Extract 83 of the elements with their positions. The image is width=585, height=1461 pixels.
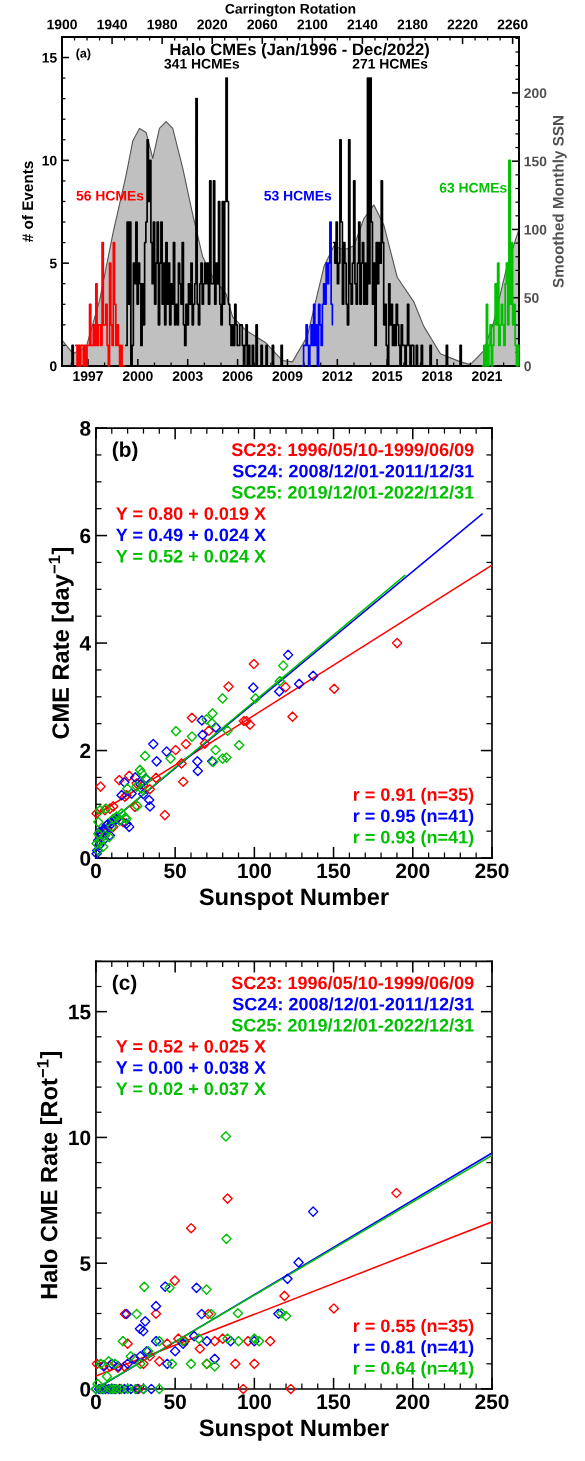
x-tick-label: 200 — [396, 863, 430, 879]
x-tick-label: 2006 — [222, 371, 253, 382]
text: SC24: 2008/12/01-2011/12/31 — [232, 464, 474, 478]
annotation: r = 0.81 (n=41) — [353, 1340, 474, 1357]
x2-tick-label: 2060 — [247, 19, 278, 30]
annotation: r = 0.91 (n=35) — [353, 787, 474, 805]
y2-tick-label: 50 — [524, 293, 539, 303]
text: (b) — [112, 441, 138, 461]
x2-tick-label: 1900 — [47, 19, 77, 30]
x2-tick-label: 1940 — [97, 19, 127, 30]
x-tick-label: 150 — [317, 863, 351, 879]
text: (c) — [112, 974, 137, 995]
x2-tick-label: 1980 — [147, 19, 178, 30]
x-tick-label: 250 — [475, 1394, 509, 1410]
y-axis-title: # of Events — [21, 161, 34, 242]
y-tick-label: 6 — [80, 528, 91, 544]
annotation: r = 0.95 (n=41) — [353, 809, 474, 826]
x-axis-title: Sunspot Number — [199, 887, 389, 910]
y-tick-label: 10 — [69, 1130, 91, 1146]
x-tick-label: 50 — [164, 863, 186, 879]
x2-tick-label: 2100 — [297, 19, 328, 30]
annotation: 271 HCMEs — [352, 58, 428, 69]
y2-axis-title: Smoothed Monthly SSN — [552, 115, 567, 288]
x2-tick-label: 2180 — [397, 19, 428, 30]
x-tick-label: 2012 — [322, 371, 353, 382]
annotation: Y = 0.02 + 0.037 X — [116, 1082, 266, 1096]
y-tick-label: 0 — [49, 361, 57, 372]
x-tick-label: 100 — [238, 1394, 271, 1410]
x-tick-label: 250 — [475, 863, 509, 879]
annotation: r = 0.93 (n=41) — [353, 830, 474, 848]
x-tick-label: 2009 — [272, 371, 303, 382]
y-tick-label: 15 — [42, 53, 57, 63]
y-axis-title: Halo CME Rate [Rot$^{−1}$] — [37, 1051, 63, 1299]
text: SC24: 2008/12/01-2011/12/31 — [232, 997, 474, 1011]
annotation: 53 HCMEs — [264, 190, 332, 201]
annotation: Y = 0.00 + 0.038 X — [116, 1061, 266, 1074]
x2-tick-label: 2260 — [497, 19, 528, 30]
x-tick-label: 2021 — [472, 371, 503, 382]
x2-axis-title: Carrington Rotation — [225, 3, 356, 17]
text: SC25: 2019/12/01-2022/12/31 — [231, 485, 474, 499]
annotation: r = 0.55 (n=35) — [353, 1318, 474, 1336]
x-tick-label: 100 — [238, 863, 271, 879]
y2-tick-label: 200 — [524, 88, 547, 99]
chart-title: Halo CMEs (Jan/1996 - Dec/2022) — [170, 43, 429, 59]
y-tick-label: 15 — [69, 1004, 91, 1020]
y-tick-label: 5 — [80, 1256, 91, 1271]
x2-tick-label: 2220 — [447, 19, 478, 30]
annotation: Y = 0.52 + 0.025 X — [116, 1040, 266, 1053]
x-tick-label: 0 — [90, 1394, 101, 1410]
x-tick-label: 0 — [90, 863, 101, 879]
x-tick-label: 2018 — [422, 371, 453, 382]
x-tick-label: 200 — [396, 1394, 430, 1410]
y2-tick-label: 0 — [524, 361, 531, 372]
y-tick-label: 8 — [80, 421, 91, 436]
text: SC23: 1996/05/10-1999/06/09 — [231, 976, 474, 990]
y2-tick-label: 150 — [524, 156, 547, 167]
annotation: Y = 0.80 + 0.019 X — [116, 507, 266, 520]
y-tick-label: 2 — [80, 743, 91, 759]
x-tick-label: 1997 — [73, 371, 103, 382]
annotation: Y = 0.49 + 0.024 X — [116, 528, 266, 542]
x-tick-label: 150 — [317, 1394, 351, 1410]
x-tick-label: 50 — [164, 1394, 186, 1410]
y-axis-title: CME Rate [day$^{−1}$] — [48, 547, 74, 739]
x-tick-label: 2015 — [372, 371, 403, 382]
x2-tick-label: 2020 — [197, 19, 228, 30]
x-tick-label: 2003 — [172, 371, 203, 382]
annotation: 341 HCMEs — [164, 58, 240, 69]
text: SC23: 1996/05/10-1999/06/09 — [231, 442, 474, 457]
text: SC25: 2019/12/01-2022/12/31 — [231, 1018, 474, 1032]
annotation: 56 HCMEs — [76, 190, 144, 201]
annotation: (a) — [76, 48, 91, 61]
annotation: 63 HCMEs — [439, 182, 507, 193]
y2-tick-label: 100 — [524, 224, 547, 235]
y-tick-label: 5 — [49, 258, 57, 269]
x-tick-label: 2000 — [122, 371, 153, 382]
y-tick-label: 0 — [80, 851, 91, 866]
y-tick-label: 4 — [79, 636, 91, 651]
x-axis-title: Sunspot Number — [199, 1418, 389, 1441]
y-tick-label: 0 — [80, 1381, 91, 1397]
annotation: Y = 0.52 + 0.024 X — [116, 549, 266, 563]
y-tick-label: 10 — [42, 155, 57, 166]
x2-tick-label: 2140 — [347, 19, 378, 30]
annotation: r = 0.64 (n=41) — [353, 1361, 474, 1379]
